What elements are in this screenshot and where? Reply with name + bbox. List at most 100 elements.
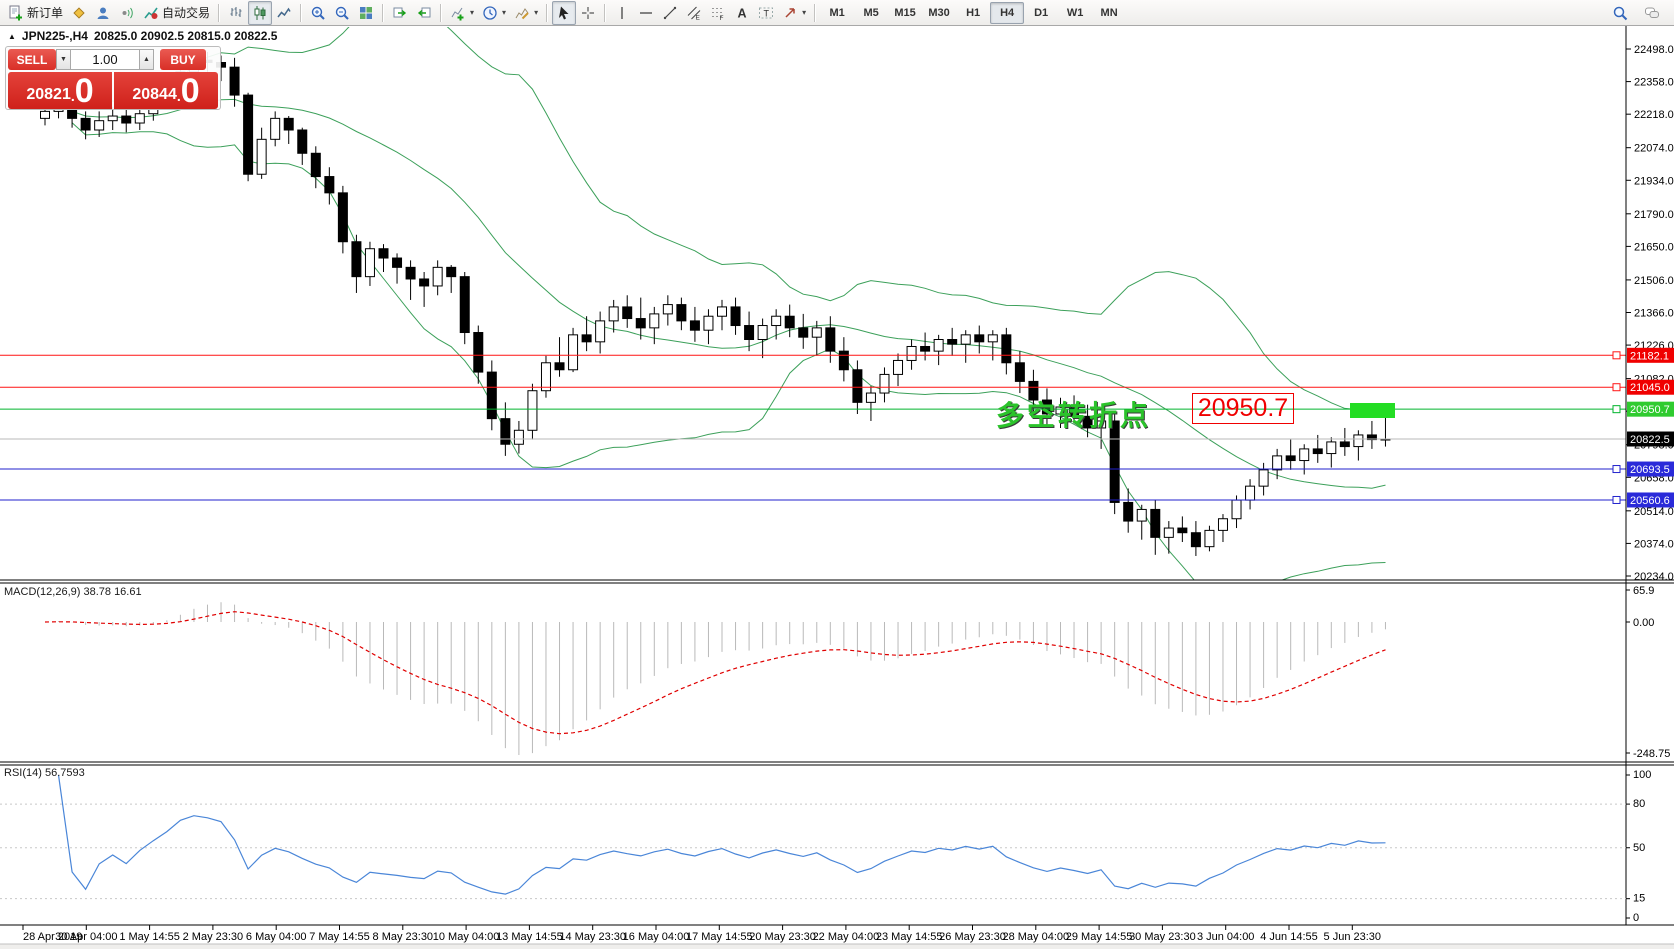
timeframe-h1-button[interactable]: H1	[966, 6, 981, 19]
toolbar-separator	[218, 3, 221, 22]
chart-canvas[interactable]: 22498.0 22358.0 22218.0 22074.0 21934.0 21790…	[0, 26, 1674, 949]
candlestick-mode-button[interactable]	[248, 0, 273, 25]
price-tick-label: 20234.0	[1634, 571, 1674, 583]
crosshair-tool-button[interactable]	[576, 1, 600, 25]
sell-price-button[interactable]: 20821. 0	[8, 72, 112, 109]
price-badge	[1627, 401, 1674, 417]
symbols-icon	[73, 6, 85, 19]
arrange-charts-button[interactable]	[388, 1, 412, 25]
timeframe-m5-button[interactable]: M5	[863, 6, 879, 19]
trendline-tool-button[interactable]	[658, 1, 682, 25]
fibonacci-tool-icon: F	[712, 7, 725, 21]
auto-trading-button[interactable]: 自动交易	[139, 1, 214, 25]
symbol-search-button[interactable]	[1608, 1, 1632, 25]
cursor-tool-icon	[559, 6, 569, 19]
periods-icon	[483, 5, 497, 20]
vertical-line-tool-button[interactable]	[610, 1, 634, 25]
auto-trading-icon	[144, 7, 158, 19]
zoom-out-icon	[335, 6, 349, 20]
rsi-indicator-label: RSI(14) 56.7593	[4, 767, 85, 779]
toolbar-separator	[300, 3, 303, 22]
cursor-tool-button[interactable]	[552, 0, 577, 25]
hline-handle-icon	[1612, 351, 1621, 360]
buy-price-point: .	[176, 88, 181, 104]
auto-trading-button-label: 自动交易	[162, 6, 211, 20]
news-button[interactable]	[115, 1, 139, 25]
time-tick-label: 30 May 23:30	[1129, 931, 1196, 943]
text-label-tool-icon: T	[759, 7, 774, 18]
new-order-button[interactable]: 新订单	[4, 1, 67, 25]
time-tick-label: 26 May 23:30	[939, 931, 1006, 943]
timeframe-h4-button[interactable]: H4	[990, 1, 1025, 24]
symbol-search-icon	[1613, 6, 1628, 20]
macd-axis-label: 65.9	[1633, 585, 1654, 597]
toolbar-separator	[546, 3, 549, 22]
time-tick-label: 1 May 14:55	[119, 931, 180, 943]
time-tick-label: 16 May 04:00	[623, 931, 690, 943]
toolbar: 新订单 自动交易 ▾ ▾ ▾ E F A T ▾ M1 M5 M15 M30 H1 H4 D1 W1 MN	[0, 0, 1674, 26]
price-badge	[1627, 431, 1674, 447]
sell-button[interactable]: SELL	[8, 49, 56, 70]
periods-button[interactable]: ▾	[478, 1, 510, 25]
rsi-axis-label: 80	[1633, 798, 1645, 810]
price-tick-label: 21506.0	[1634, 275, 1674, 287]
buy-price-main: 20844	[132, 86, 177, 103]
price-badge-label: 20950.7	[1630, 404, 1670, 416]
sell-price-main: 20821	[26, 86, 71, 103]
templates-button[interactable]: ▾	[510, 1, 542, 25]
volume-input[interactable]	[71, 49, 139, 70]
text-tool-button[interactable]: A	[730, 1, 754, 25]
fibonacci-tool-button[interactable]: F	[706, 1, 730, 25]
timeframe-w1-button[interactable]: W1	[1066, 6, 1084, 19]
buy-button[interactable]: BUY	[160, 49, 206, 70]
line-chart-mode-button[interactable]	[272, 1, 296, 25]
chart-area[interactable]: 22498.0 22358.0 22218.0 22074.0 21934.0 21790…	[0, 26, 1674, 949]
timeframe-m1-button[interactable]: M1	[829, 6, 845, 19]
one-click-trading-panel: SELL ▼ ▲ BUY 20821.0 20844.0	[5, 46, 221, 110]
price-badge	[1627, 347, 1674, 363]
community-button[interactable]	[91, 1, 115, 25]
zoom-in-button[interactable]	[306, 1, 330, 25]
one-click-collapse-icon[interactable]: ▲	[8, 31, 16, 41]
volume-decrease-button[interactable]: ▼	[56, 49, 71, 70]
buy-price-button[interactable]: 20844. 0	[114, 72, 218, 109]
turning-point-annotation[interactable]: 多空转折点	[996, 400, 1152, 431]
symbols-button[interactable]	[67, 1, 91, 25]
time-tick-label: 8 May 23:30	[373, 931, 434, 943]
macd-indicator-label: MACD(12,26,9) 38.78 16.61	[4, 586, 142, 598]
cascade-charts-icon	[417, 7, 431, 17]
timeframe-d1-button[interactable]: D1	[1034, 6, 1049, 19]
chat-icon	[1645, 7, 1659, 18]
text-label-tool-button[interactable]: T	[754, 1, 778, 25]
time-tick-label: 28 May 04:00	[1002, 931, 1069, 943]
price-badge-label: 20693.5	[1630, 464, 1670, 476]
timeframe-mn-button[interactable]: MN	[1100, 6, 1118, 19]
chart-symbol-period: JPN225-,H4	[21, 29, 88, 43]
rsi-pane	[57, 774, 1386, 895]
volume-increase-button[interactable]: ▲	[139, 49, 154, 70]
cascade-charts-button[interactable]	[412, 1, 436, 25]
arrange-charts-icon	[393, 7, 407, 17]
timeframe-m30-button[interactable]: M30	[928, 6, 950, 19]
channel-tool-icon: E	[687, 6, 701, 21]
rsi-axis-label: 50	[1633, 842, 1645, 854]
price-callout-box[interactable]: 20950.7	[1192, 393, 1294, 424]
chevron-down-icon: ▾	[534, 8, 539, 17]
timeframe-m15-button[interactable]: M15	[894, 6, 916, 19]
highlight-rectangle-annotation[interactable]	[1350, 403, 1395, 418]
zoom-out-button[interactable]	[330, 1, 354, 25]
price-badge	[1627, 461, 1674, 477]
horizontal-line-tool-icon	[640, 11, 653, 14]
indicators-button[interactable]: ▾	[446, 1, 478, 25]
bar-chart-mode-button[interactable]	[224, 1, 248, 25]
arrows-tool-button[interactable]: ▾	[778, 1, 810, 25]
bollinger-u-band	[71, 27, 1386, 415]
channel-tool-button[interactable]: E	[682, 1, 706, 25]
price-tick-label: 22498.0	[1634, 44, 1674, 56]
svg-text:T: T	[764, 8, 770, 18]
chat-button[interactable]	[1640, 1, 1664, 25]
tile-windows-button[interactable]	[354, 1, 378, 25]
trendline-tool-icon	[663, 6, 677, 19]
horizontal-line-tool-button[interactable]	[634, 1, 658, 25]
